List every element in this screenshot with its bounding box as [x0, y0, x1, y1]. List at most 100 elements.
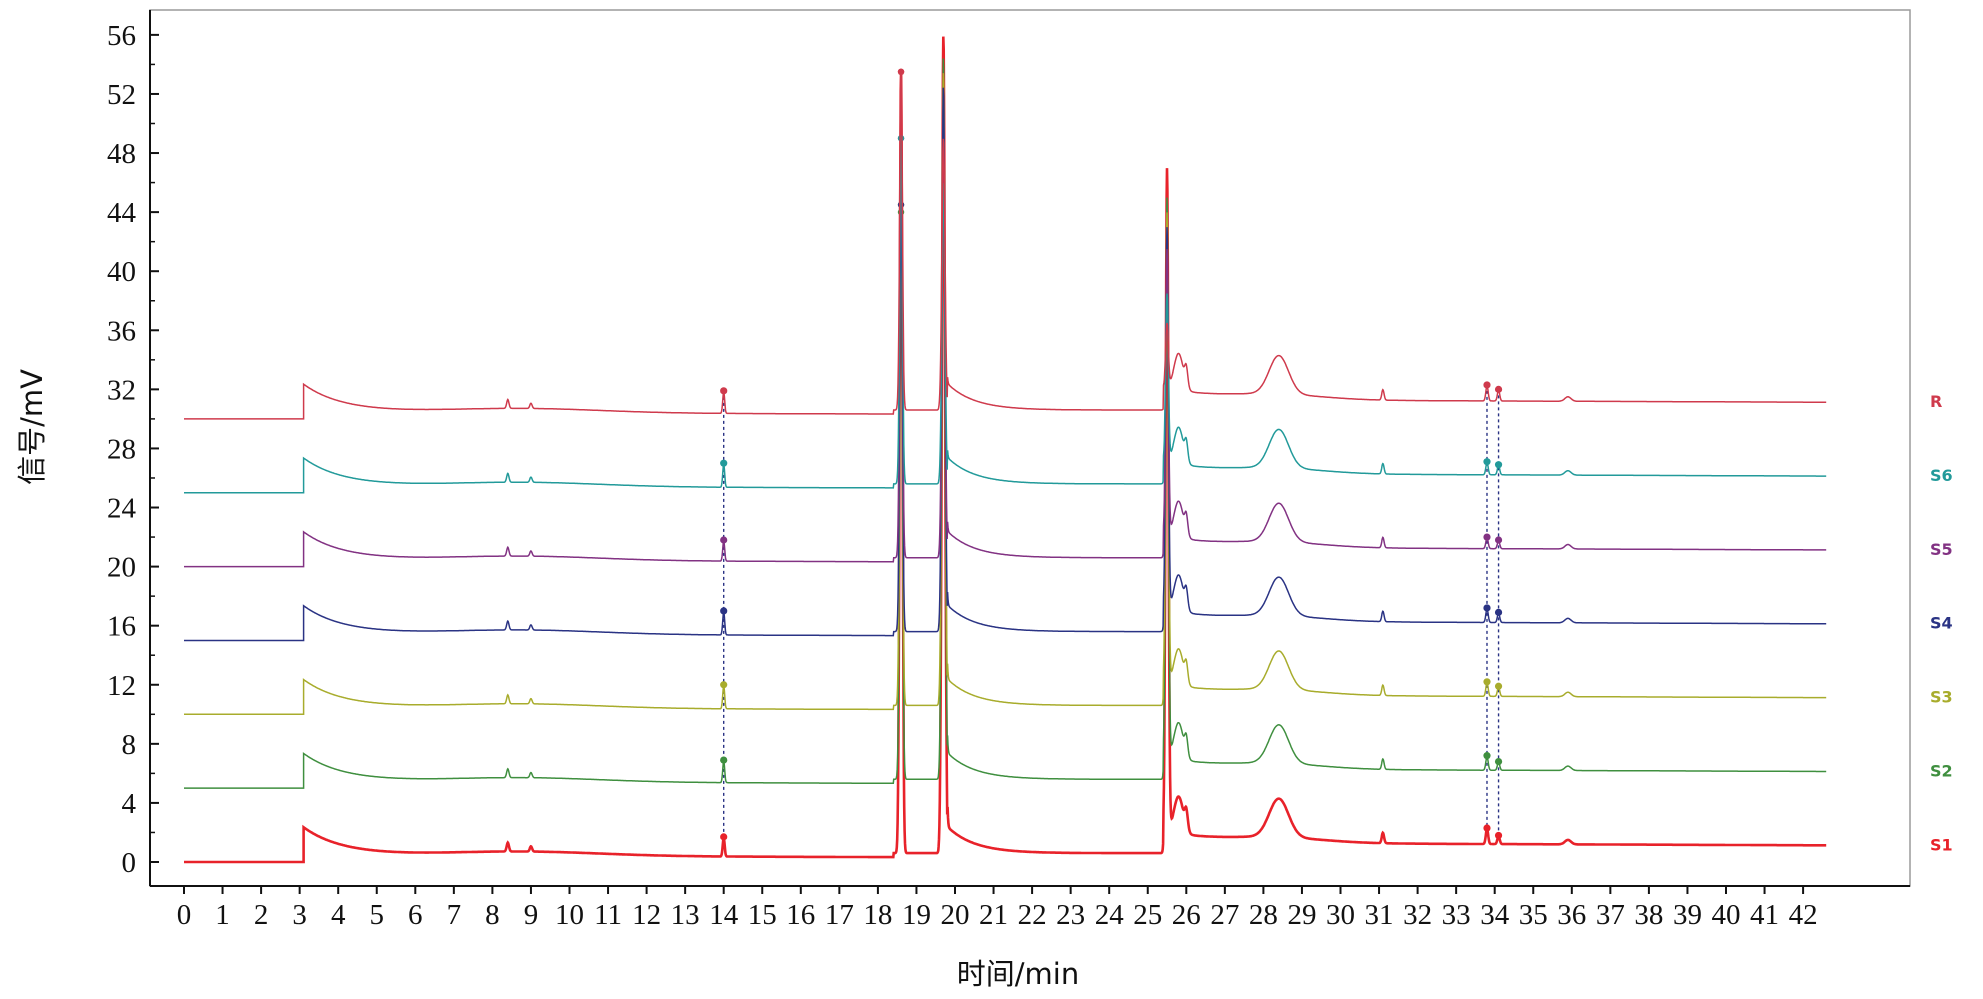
x-tick-label: 34	[1480, 899, 1510, 931]
x-axis-title: 时间/min	[957, 957, 1079, 991]
x-tick-label: 24	[1095, 899, 1125, 931]
x-tick-label: 41	[1750, 899, 1779, 931]
series-label-s3: S3	[1930, 688, 1953, 707]
y-tick-label: 24	[107, 493, 137, 525]
x-tick-label: 17	[825, 899, 854, 931]
x-tick-label: 15	[748, 899, 777, 931]
peak-marker-s3	[1483, 678, 1491, 686]
x-tick-label: 40	[1712, 899, 1741, 931]
peak-marker-s5	[1483, 533, 1491, 541]
peak-marker-s3	[720, 681, 728, 689]
series-label-s5: S5	[1930, 540, 1953, 559]
x-tick-label: 39	[1673, 899, 1702, 931]
series-label-s4: S4	[1930, 614, 1953, 633]
trace-s6	[184, 137, 1827, 494]
y-axis-title: 信号/mV	[15, 369, 49, 485]
x-tick-label: 12	[632, 899, 661, 931]
y-tick-label: 16	[107, 611, 136, 643]
x-tick-label: 6	[408, 899, 423, 931]
x-tick-label: 3	[292, 899, 307, 931]
trace-s5	[184, 137, 1827, 568]
x-tick-label: 33	[1442, 899, 1471, 931]
x-tick-label: 27	[1210, 899, 1239, 931]
y-tick-label: 4	[122, 788, 137, 820]
peak-marker-s4	[1483, 604, 1491, 612]
x-tick-label: 10	[555, 899, 584, 931]
x-tick-label: 4	[331, 899, 346, 931]
x-tick-label: 7	[447, 899, 462, 931]
x-tick-label: 16	[786, 899, 815, 931]
x-tick-label: 20	[941, 899, 970, 931]
trace-s3	[184, 73, 1827, 716]
x-axis-ticks: 0 1 2 3 4 5 6 7 8 9 10 11 12 13 14 15 16 17 18 19 20 21 22 23 24…	[177, 886, 1818, 931]
trace-s1	[184, 36, 1827, 864]
peak-marker-s5	[1494, 536, 1503, 544]
y-tick-label: 36	[107, 315, 136, 347]
peak-marker-s1	[1483, 824, 1491, 832]
peak-marker-s2	[1483, 752, 1491, 760]
x-tick-label: 29	[1287, 899, 1316, 931]
peak-marker-s6	[1483, 458, 1491, 466]
peak-marker-r	[720, 387, 728, 395]
series-label-s1: S1	[1930, 835, 1953, 854]
x-tick-label: 5	[370, 899, 385, 931]
y-tick-label: 20	[107, 552, 136, 584]
series-labels: S1 S2 S3 S4 S5 S6 R	[1930, 392, 1953, 854]
x-tick-label: 8	[485, 899, 500, 931]
peak-marker-s1	[720, 833, 728, 841]
peak-marker-s3	[1494, 682, 1503, 690]
x-tick-label: 30	[1326, 899, 1355, 931]
y-tick-label: 12	[107, 670, 136, 702]
x-tick-label: 36	[1557, 899, 1586, 931]
x-tick-label: 38	[1634, 899, 1663, 931]
peak-marker-s6	[720, 459, 728, 467]
peak-marker-s5	[720, 536, 728, 544]
peak-marker-s1	[1494, 831, 1503, 840]
peak-marker-s2	[1494, 757, 1503, 766]
peak-marker-r	[1483, 381, 1491, 389]
peak-marker-s6	[897, 135, 905, 142]
y-tick-label: 0	[122, 847, 137, 879]
x-tick-label: 1	[215, 899, 230, 931]
x-tick-label: 11	[594, 899, 622, 931]
peak-marker-r	[897, 68, 905, 76]
x-tick-label: 23	[1056, 899, 1085, 931]
peak-marker-r	[1494, 385, 1503, 393]
x-tick-label: 14	[709, 899, 739, 931]
series-label-s6: S6	[1930, 466, 1953, 485]
x-tick-label: 9	[524, 899, 539, 931]
trace-r	[184, 70, 1827, 420]
y-tick-label: 40	[107, 256, 136, 288]
x-tick-label: 0	[177, 899, 192, 931]
y-tick-label: 52	[107, 79, 136, 111]
x-tick-label: 19	[902, 899, 931, 931]
y-tick-label: 48	[107, 138, 136, 170]
peak-marker-s4	[897, 201, 905, 208]
x-tick-label: 18	[863, 899, 892, 931]
peak-marker-s6	[1494, 461, 1503, 469]
x-tick-label: 2	[254, 899, 269, 931]
y-tick-label: 56	[107, 20, 136, 52]
x-tick-label: 32	[1403, 899, 1432, 931]
chromatogram-traces	[184, 36, 1827, 864]
x-tick-label: 22	[1018, 899, 1047, 931]
series-label-s2: S2	[1930, 761, 1953, 780]
y-tick-label: 32	[107, 374, 136, 406]
x-tick-label: 13	[671, 899, 700, 931]
x-tick-label: 28	[1249, 899, 1278, 931]
peak-marker-s2	[720, 756, 728, 764]
plot-frame	[149, 9, 1911, 887]
trace-s4	[184, 87, 1827, 642]
y-tick-label: 28	[107, 433, 136, 465]
series-label-r: R	[1930, 392, 1942, 411]
peak-marker-s4	[1494, 608, 1503, 616]
y-tick-label: 44	[107, 197, 137, 229]
x-tick-label: 35	[1519, 899, 1548, 931]
x-tick-label: 25	[1133, 899, 1162, 931]
x-tick-label: 42	[1789, 899, 1818, 931]
y-tick-label: 8	[122, 729, 137, 761]
trace-s2	[184, 58, 1827, 789]
x-tick-label: 26	[1172, 899, 1201, 931]
